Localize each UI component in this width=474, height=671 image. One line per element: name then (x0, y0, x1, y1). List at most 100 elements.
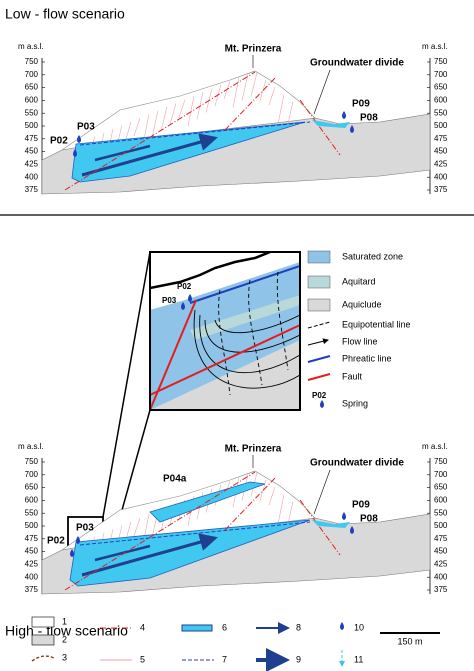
tick-label: 425 (25, 560, 39, 569)
tick-label: 450 (434, 147, 448, 156)
tick-label: 550 (25, 508, 39, 517)
tick-label: 650 (25, 83, 39, 92)
legend-swatch (307, 275, 331, 289)
legend-swatch (307, 298, 331, 312)
tick-label: 550 (434, 508, 448, 517)
tick-label: 450 (25, 547, 39, 556)
legend-swatch (307, 373, 331, 381)
saturated-zone (69, 519, 311, 587)
legend-label: 8 (296, 622, 301, 632)
flow-path (81, 533, 218, 577)
tick-label: 750 (434, 457, 448, 466)
legend-label: Fault (342, 371, 363, 381)
tick-label: 650 (434, 483, 448, 492)
tick-label: 750 (25, 457, 39, 466)
saturated-zone (312, 520, 350, 528)
spring-icon (350, 526, 354, 534)
legend-label: P02 (312, 391, 327, 400)
inset (102, 251, 301, 579)
tick-label: 650 (25, 483, 39, 492)
fault (64, 471, 256, 591)
hachure (178, 99, 186, 118)
tick-label: 375 (434, 585, 448, 594)
fault (299, 499, 341, 556)
tick-label: 500 (25, 521, 39, 530)
tick-label: 500 (434, 121, 448, 130)
spring-icon (342, 111, 346, 119)
legend-label: Aquitard (342, 276, 376, 286)
flow-path (81, 133, 218, 177)
hachure (133, 117, 141, 137)
legend-label: Flow line (342, 336, 378, 346)
leader (313, 469, 331, 515)
legend-label: 7 (222, 654, 227, 664)
tick-label: 750 (25, 57, 39, 66)
spring-icon (350, 125, 354, 133)
spring-label: P03 (77, 122, 95, 133)
tick-label: 400 (434, 572, 448, 581)
legend-label: 9 (296, 654, 301, 664)
legend-label: 3 (62, 652, 67, 662)
spring-label: P08 (360, 514, 378, 525)
saturated-zone (71, 121, 306, 183)
leader (313, 69, 331, 115)
tick-label: 500 (25, 121, 39, 130)
tick-label: 425 (25, 160, 39, 169)
tick-label: 375 (434, 185, 448, 194)
spring-icon (73, 149, 77, 157)
tick-label: 550 (434, 108, 448, 117)
hachure (160, 106, 168, 132)
legend-swatch (31, 655, 55, 662)
fault (64, 71, 256, 191)
spring-label: P04a (163, 474, 187, 485)
hachure (187, 95, 195, 126)
legend-label: Phreatic line (342, 353, 392, 363)
hachure (268, 486, 276, 506)
peak-label: Mt. Prinzera (225, 444, 282, 455)
scale-label: 150 m (397, 636, 422, 646)
tick-label: 375 (25, 585, 39, 594)
spring-label: P03 (76, 523, 94, 534)
tick-label: 600 (25, 96, 39, 105)
hachure (241, 73, 249, 101)
fault (299, 99, 341, 156)
divide-label: Groundwater divide (310, 458, 404, 469)
tick-label: 700 (25, 470, 39, 479)
cross-section: m a.s.l. m a.s.l. 375 375 400 400 425 425 450 450… (18, 42, 448, 195)
legend-label: 11 (354, 654, 363, 664)
tick-label: 650 (434, 83, 448, 92)
legend-label: 1 (62, 616, 67, 626)
tick-label: 550 (25, 108, 39, 117)
legend-swatch (181, 624, 213, 632)
hachure (277, 494, 285, 525)
flow-path (94, 144, 151, 162)
legend-label: Equipotential line (342, 319, 411, 329)
panel-title: Low - flow scenario (5, 6, 125, 22)
hachure (133, 517, 141, 537)
legend-label: Aquiclude (342, 299, 382, 309)
spring-icon (340, 622, 344, 630)
phreatic-line (79, 121, 311, 146)
tick-label: 475 (434, 134, 448, 143)
axis-label: m a.s.l. (18, 442, 44, 451)
hachure (223, 81, 231, 100)
tick-label: 425 (434, 160, 448, 169)
legend-swatch (307, 250, 331, 264)
flow-path (94, 544, 151, 562)
spring-label: P02 (47, 536, 65, 547)
legend-label: 4 (140, 622, 145, 632)
spring-label: P09 (352, 500, 370, 511)
legend-swatch (31, 634, 55, 646)
tick-label: 750 (434, 57, 448, 66)
hachure (151, 110, 159, 138)
tick-label: 400 (25, 572, 39, 581)
hachure (259, 479, 267, 501)
spring-icon (70, 549, 74, 557)
legend-swatch (307, 321, 331, 329)
peak-label: Mt. Prinzera (225, 44, 282, 55)
legend-label: 5 (140, 654, 145, 664)
hachure (277, 94, 285, 125)
tick-label: 700 (434, 470, 448, 479)
legend-swatch (307, 338, 329, 346)
legend-label: 10 (354, 622, 364, 632)
